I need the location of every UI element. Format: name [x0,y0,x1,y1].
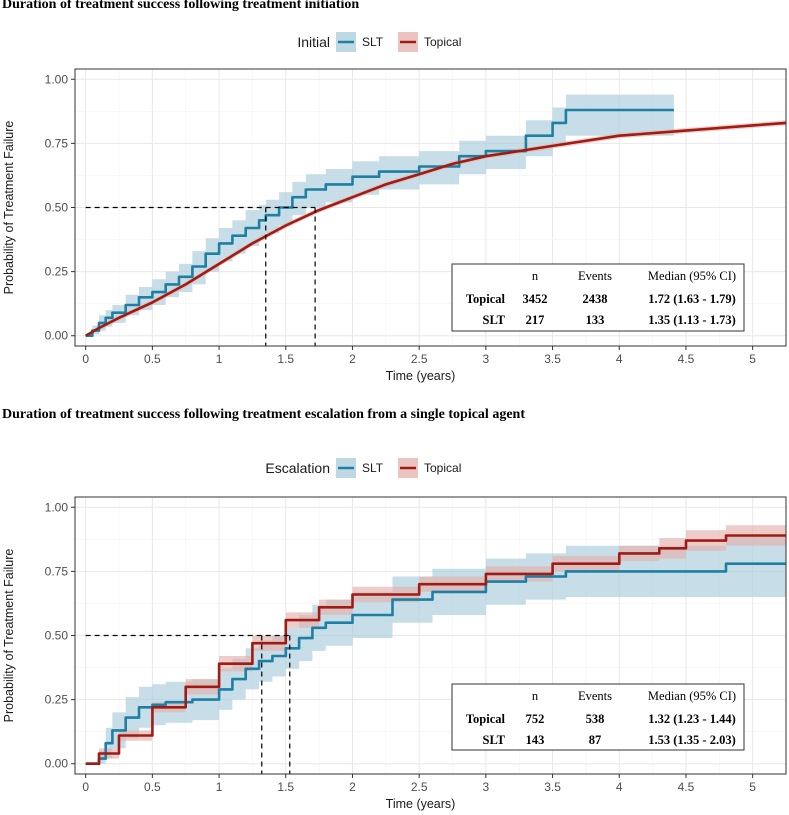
median-lines [85,634,291,774]
plot-series [85,94,786,338]
legend: Escalation SLT Topical [265,458,461,478]
chart-title-escalation: Duration of treatment success following … [2,407,525,422]
legend-title: Initial [297,34,330,50]
x-tick-label: 0 [82,780,89,794]
table-cell-slt-1: 217 [526,313,545,327]
ci-band-slt [85,94,674,336]
table-header-median-95-ci-: Median (95% CI) [648,689,736,703]
summary-table-box [451,683,745,751]
legend-label-topical: Topical [424,35,461,49]
x-tick-label: 0.5 [144,352,161,366]
y-tick-label: 1.00 [45,500,69,514]
x-tick-label: 1.5 [277,352,294,366]
x-tick-label: 0.5 [144,780,161,794]
summary-table-box [451,263,745,332]
series-line-slt [85,108,674,338]
plot-series [85,525,786,766]
table-cell-slt-2: 133 [586,313,605,327]
table-cell-topical-3: 1.32 (1.23 - 1.44) [648,712,736,726]
x-tick-label: 2.5 [411,352,428,366]
y-tick-label: 0.25 [45,265,69,279]
x-tick-label: 2 [349,780,356,794]
summary-table: n Events Median (95% CI) Topical 752 538 1.32 … [451,683,745,751]
x-axis-title: Time (years) [386,369,456,383]
x-tick-label: 5 [749,352,756,366]
table-cell-slt-3: 1.53 (1.35 - 2.03) [648,733,736,747]
x-tick-label: 4.5 [678,352,695,366]
table-cell-topical-1: 3452 [523,292,548,306]
chart-title-initiation: Duration of treatment success following … [2,0,360,12]
x-tick-label: 3.5 [544,780,561,794]
x-tick-label: 3.5 [544,352,561,366]
x-tick-label: 5 [749,780,756,794]
grid [75,497,786,774]
ci-band-topical [85,525,786,764]
table-header-n: n [532,689,539,703]
legend-title: Escalation [265,460,330,476]
series-line-topical [85,121,786,337]
table-cell-slt-1: 143 [526,733,545,747]
y-tick-label: 0.50 [45,629,69,643]
legend-label-topical: Topical [424,461,461,475]
table-cell-slt-2: 87 [589,733,602,747]
axes: 0 0.5 1 1.5 2 2.5 3 3.5 4 4.5 5 0.00 0.25 0.50 0.75 1.0… [2,72,756,383]
x-tick-label: 2.5 [411,780,428,794]
legend: Initial SLT Topical [297,32,461,52]
y-axis-title: Probability of Treatment Failure [2,121,16,295]
y-tick-label: 0.25 [45,693,69,707]
table-cell-topical-0: Topical [466,292,506,306]
y-tick-label: 1.00 [45,72,69,86]
series-line-topical [85,534,786,766]
table-header-events: Events [578,269,612,283]
x-tick-label: 2 [349,352,356,366]
table-header-events: Events [578,689,612,703]
y-tick-label: 0.75 [45,136,69,150]
x-tick-label: 0 [82,352,89,366]
table-cell-topical-2: 538 [586,712,605,726]
chart-escalation: Escalation SLT Topical 0 0.5 1 1.5 2 2.5 3 3.5 4 4.5… [2,458,787,811]
x-tick-label: 4 [616,352,623,366]
legend-label-slt: SLT [362,35,384,49]
y-tick-label: 0.50 [45,201,69,215]
y-tick-label: 0.75 [45,564,69,578]
x-axis-title: Time (years) [386,797,456,811]
table-cell-slt-0: SLT [483,313,506,327]
x-tick-label: 3 [483,780,490,794]
legend-label-slt: SLT [362,461,384,475]
table-cell-slt-3: 1.35 (1.13 - 1.73) [648,313,736,327]
median-lines [85,206,316,346]
x-tick-label: 1 [216,352,223,366]
table-cell-topical-3: 1.72 (1.63 - 1.79) [648,292,736,306]
y-tick-label: 0.00 [45,329,69,343]
x-tick-label: 4.5 [678,780,695,794]
x-tick-label: 1 [216,780,223,794]
chart-initiation: Initial SLT Topical 0 0.5 1 1.5 2 2.5 3 3.5 4 4.5 5 0.… [2,32,787,383]
table-cell-topical-0: Topical [466,712,506,726]
x-tick-label: 1.5 [277,780,294,794]
y-axis-title: Probability of Treatment Failure [2,549,16,723]
ci-band-slt [85,535,786,764]
table-header-median-95-ci-: Median (95% CI) [648,269,736,283]
table-cell-slt-0: SLT [483,733,506,747]
y-tick-label: 0.00 [45,757,69,771]
table-cell-topical-1: 752 [526,712,545,726]
x-tick-label: 3 [483,352,490,366]
table-cell-topical-2: 2438 [583,292,608,306]
summary-table: n Events Median (95% CI) Topical 3452 2438 1.7… [451,263,745,332]
x-tick-label: 4 [616,780,623,794]
table-header-n: n [532,269,539,283]
axes: 0 0.5 1 1.5 2 2.5 3 3.5 4 4.5 5 0.00 0.25 0.50 0.75 1.0… [2,500,756,811]
